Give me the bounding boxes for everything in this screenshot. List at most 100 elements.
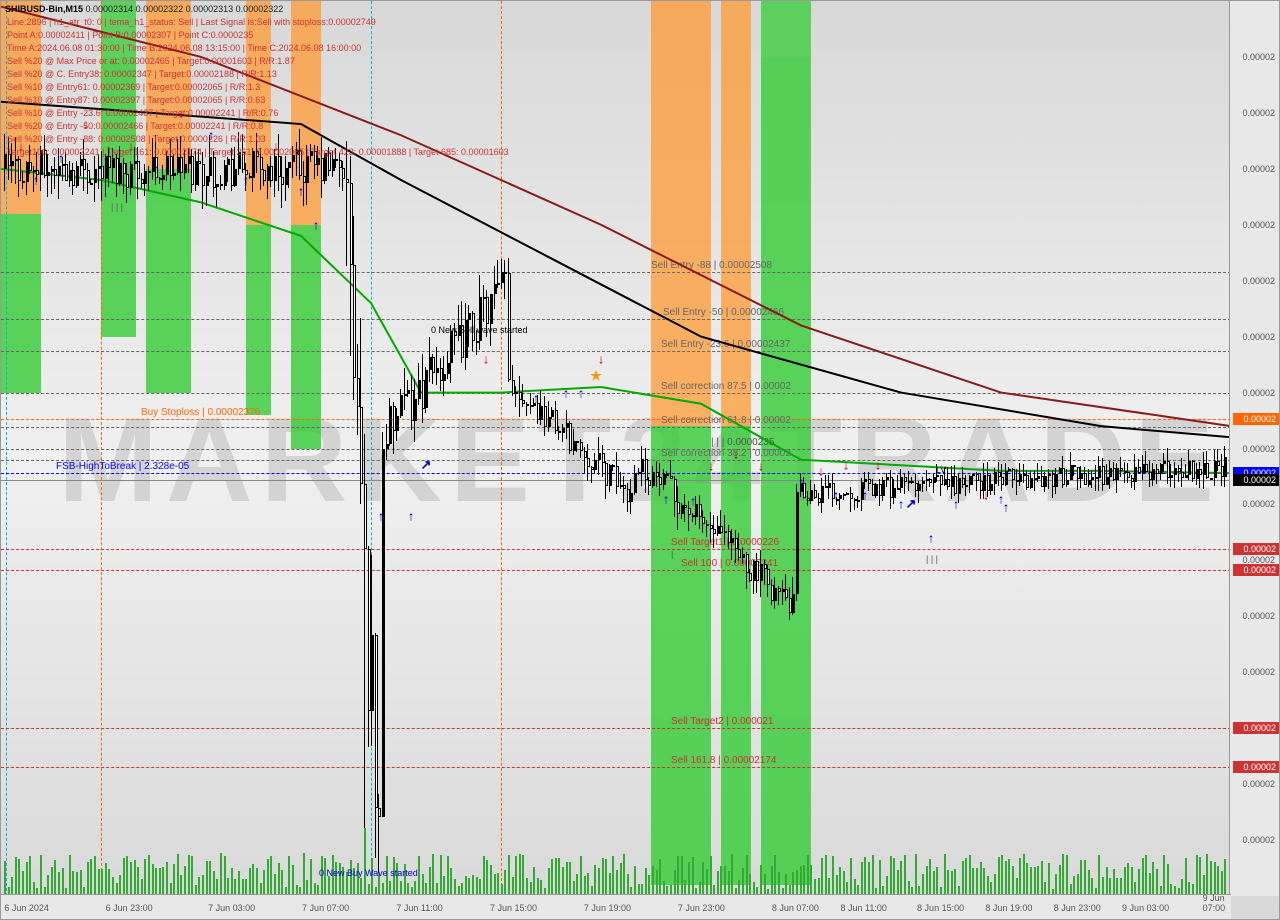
horizontal-line xyxy=(1,319,1231,320)
horizontal-line-label: Sell correction 61.8 | 0.00002 xyxy=(661,415,791,426)
signal-arrow: ↓ xyxy=(733,447,740,462)
zone-lower xyxy=(146,169,191,393)
x-axis-tick: 9 Jun 03:00 xyxy=(1122,903,1169,913)
x-axis-tick: 7 Jun 19:00 xyxy=(584,903,631,913)
signal-arrow: ↑ xyxy=(298,184,305,199)
zone-lower xyxy=(1,214,41,393)
signal-arrow: ↓ xyxy=(983,488,990,503)
annotation: 0 New Sell wave started xyxy=(431,325,528,335)
info-line: Sell %10 @ Entry61: 0.00002369 | Target:… xyxy=(7,82,260,92)
signal-arrow: ↑ xyxy=(1003,499,1010,514)
x-axis-tick: 8 Jun 19:00 xyxy=(985,903,1032,913)
signal-arrow: ↑ xyxy=(578,385,585,400)
signal-arrow: ★ xyxy=(590,368,602,384)
signal-arrow: ↓ xyxy=(708,459,715,474)
signal-arrow: ↑ xyxy=(663,491,670,506)
horizontal-line-label: Sell Target1 | 0.0000226 xyxy=(671,537,779,548)
annotation: | | | xyxy=(926,554,938,564)
info-line: Sell %20 @ Entry -88: 0.00002508 | Targe… xyxy=(7,134,266,144)
y-axis-marker: 0.00002 xyxy=(1233,761,1279,773)
signal-arrow: ↑ xyxy=(33,173,40,188)
annotation: 0 New Buy Wave started xyxy=(319,868,418,878)
y-axis-tick: 0.00002 xyxy=(1242,444,1275,454)
signal-arrow: ↑ xyxy=(690,494,697,509)
y-axis-marker: 0.00002 xyxy=(1233,564,1279,576)
zone-upper xyxy=(761,1,811,57)
x-axis-tick: 7 Jun 07:00 xyxy=(302,903,349,913)
info-line: Sell %20 @ C. Entry38: 0.00002347 | Targ… xyxy=(7,69,277,79)
horizontal-line-label: Sell Target2 | 0.000021 xyxy=(671,716,774,727)
x-axis-tick: 7 Jun 11:00 xyxy=(396,903,442,913)
y-axis-tick: 0.00002 xyxy=(1242,332,1275,342)
y-axis-marker: 0.00002 xyxy=(1233,474,1279,486)
zone-upper xyxy=(721,1,751,426)
signal-arrow: ↓ xyxy=(598,352,605,367)
horizontal-line xyxy=(1,427,1231,428)
signal-arrow: ↑ xyxy=(862,488,869,503)
signal-arrow: ↑ xyxy=(898,497,905,512)
horizontal-line-label: Sell Entry -23.6 | 0.00002437 xyxy=(661,339,790,350)
y-axis: 0.00002 0.00002 0.00002 0.00002 0.00002 0.000… xyxy=(1229,1,1279,896)
x-axis-tick: 7 Jun 03:00 xyxy=(208,903,255,913)
signal-arrow: ↑ xyxy=(928,531,935,546)
signal-arrow: ↑ xyxy=(833,488,840,503)
info-line: Target100: 0.00002241 | Target 161: 0.00… xyxy=(7,147,509,157)
y-axis-tick: 0.00002 xyxy=(1242,164,1275,174)
signal-arrow: ↓ xyxy=(758,459,765,474)
horizontal-line xyxy=(1,449,1231,450)
signal-arrow: ↑ xyxy=(563,385,570,400)
x-axis-tick: 6 Jun 2024 xyxy=(4,903,49,913)
horizontal-line-label: | | | 0.0000235 xyxy=(711,437,774,448)
horizontal-line-label: FSB-HighToBreak | 2.328e-05 xyxy=(56,461,189,472)
y-axis-tick: 0.00002 xyxy=(1242,276,1275,286)
signal-arrow: ↗ xyxy=(906,496,917,512)
x-axis-tick: 8 Jun 23:00 xyxy=(1054,903,1101,913)
x-axis-tick: 6 Jun 23:00 xyxy=(106,903,153,913)
info-line: Sell %20 @ Entry -50:0.00002466 | Target… xyxy=(7,121,263,131)
signal-arrow: ↓ xyxy=(875,458,882,473)
y-axis-tick: 0.00002 xyxy=(1242,52,1275,62)
horizontal-line xyxy=(1,570,1231,571)
y-axis-tick: 0.00002 xyxy=(1242,779,1275,789)
x-axis-tick: 8 Jun 15:00 xyxy=(917,903,964,913)
x-axis-tick: 8 Jun 07:00 xyxy=(772,903,819,913)
chart-container[interactable]: MARKET24TRADE Sell Entry -88 | 0.0000250… xyxy=(0,0,1280,920)
annotation: LV xyxy=(936,465,946,475)
signal-arrow: ↗ xyxy=(421,457,432,473)
info-line: Point A:0.00002411 | Point B:0.00002307 … xyxy=(7,30,253,40)
y-axis-tick: 0.00002 xyxy=(1242,388,1275,398)
horizontal-line-label: Sell correction 87.5 | 0.00002 xyxy=(661,381,791,392)
info-line: Sell %10 @ Entry -23.6: 0.00002437 | Tar… xyxy=(7,108,278,118)
horizontal-line-label: Sell Entry -50 | 0.00002466 xyxy=(663,307,784,318)
horizontal-line-label: Sell Entry -88 | 0.00002508 xyxy=(651,260,772,271)
info-line: Line:2896 | h1_atr_t0: 0 | tema_h1_statu… xyxy=(7,17,376,27)
horizontal-line xyxy=(1,272,1231,273)
signal-arrow: ↓ xyxy=(483,352,490,367)
info-line: Time A:2024.06.08 01:30:00 | Time B:2024… xyxy=(7,43,361,53)
y-axis-tick: 0.00002 xyxy=(1242,667,1275,677)
horizontal-line-label: Buy Stoploss | 0.00002376 xyxy=(141,407,260,418)
info-line: Sell %10 @ Entry87: 0.00002397 | Target:… xyxy=(7,95,265,105)
signal-arrow: ↑ xyxy=(953,497,960,512)
x-axis-tick: 7 Jun 15:00 xyxy=(490,903,537,913)
y-axis-tick: 0.00002 xyxy=(1242,611,1275,621)
signal-arrow: ↑ xyxy=(798,475,805,490)
x-axis: 6 Jun 2024 6 Jun 23:00 7 Jun 03:00 7 Jun 07… xyxy=(1,894,1231,919)
signal-arrow: ↑ xyxy=(378,508,385,523)
chart-title: SHIBUSD-Bin,M15 0.00002314 0.00002322 0.… xyxy=(5,4,283,14)
info-line: Sell %20 @ Max Price or at: 0.00002465 |… xyxy=(7,56,295,66)
zone-lower xyxy=(246,225,271,415)
signal-arrow: ↑ xyxy=(243,173,250,188)
x-axis-tick: 9 Jun 07:00 xyxy=(1203,893,1226,913)
y-axis-tick: 0.00002 xyxy=(1242,108,1275,118)
zone-lower xyxy=(291,225,321,449)
signal-arrow: ↓ xyxy=(818,463,825,478)
signal-arrow: ↑ xyxy=(153,161,160,176)
signal-arrow: ↑ xyxy=(533,391,540,406)
signal-arrow: ↓ xyxy=(843,458,850,473)
x-axis-tick: 8 Jun 11:00 xyxy=(841,903,887,913)
y-axis-tick: 0.00002 xyxy=(1242,835,1275,845)
zone-upper xyxy=(651,1,711,426)
horizontal-line-label: Sell 161.8 | 0.00002174 xyxy=(671,755,776,766)
horizontal-line-label: Sell correction 38.2 | 0.00002 xyxy=(661,448,791,459)
